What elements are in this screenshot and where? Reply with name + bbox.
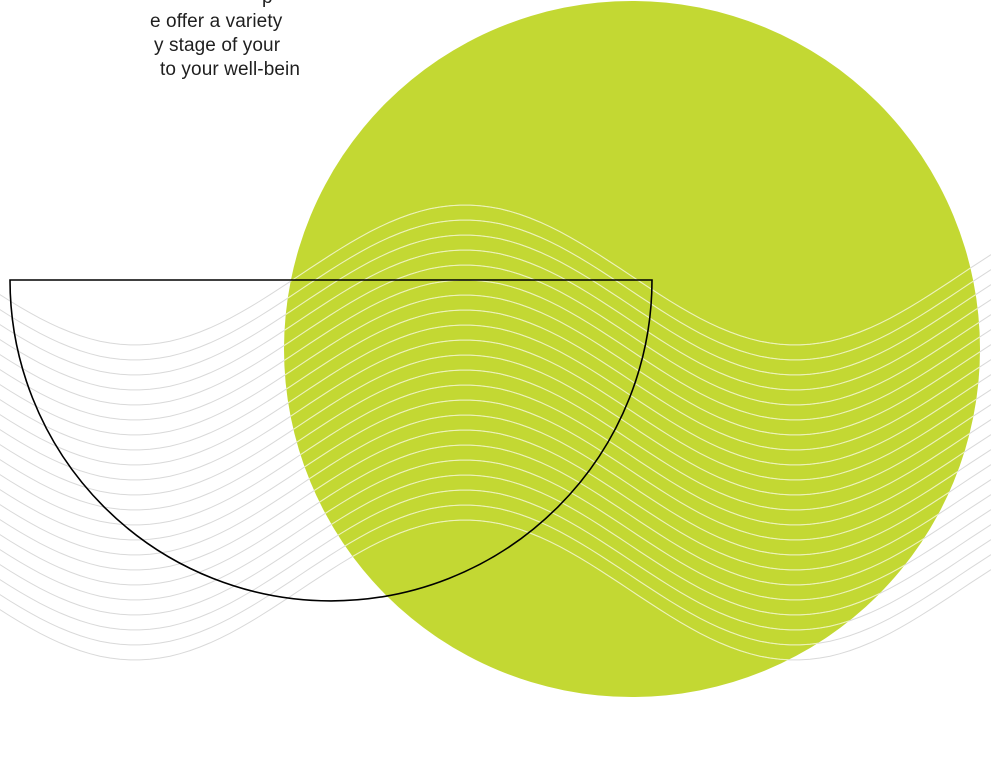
intro-line-1: p — [262, 0, 300, 10]
wave-line — [284, 459, 980, 601]
intro-line-3: y stage of your — [154, 35, 281, 56]
wave-line — [284, 399, 980, 541]
wave-line — [284, 309, 980, 451]
wave-line — [284, 474, 980, 616]
wave-line — [284, 384, 980, 526]
intro-text: p e offer a variety y stage of your to y… — [0, 0, 300, 82]
wave-line — [284, 279, 980, 421]
intro-line-2: e offer a variety — [150, 11, 283, 32]
wave-line — [284, 204, 980, 346]
intro-line-4: to your well-being — [160, 59, 300, 80]
semicircle-outline-shape — [9, 279, 653, 602]
wave-line — [284, 444, 980, 586]
wave-line — [284, 414, 980, 556]
wave-line — [284, 234, 980, 376]
wave-line — [284, 489, 980, 631]
wave-line — [284, 324, 980, 466]
wave-line — [284, 219, 980, 361]
wave-line — [284, 354, 980, 496]
wave-line — [284, 369, 980, 511]
wave-line — [284, 339, 980, 481]
green-circle-shape — [284, 1, 980, 697]
wave-line — [284, 429, 980, 571]
wave-line — [284, 264, 980, 406]
wave-line — [284, 294, 980, 436]
wave-line — [284, 249, 980, 391]
